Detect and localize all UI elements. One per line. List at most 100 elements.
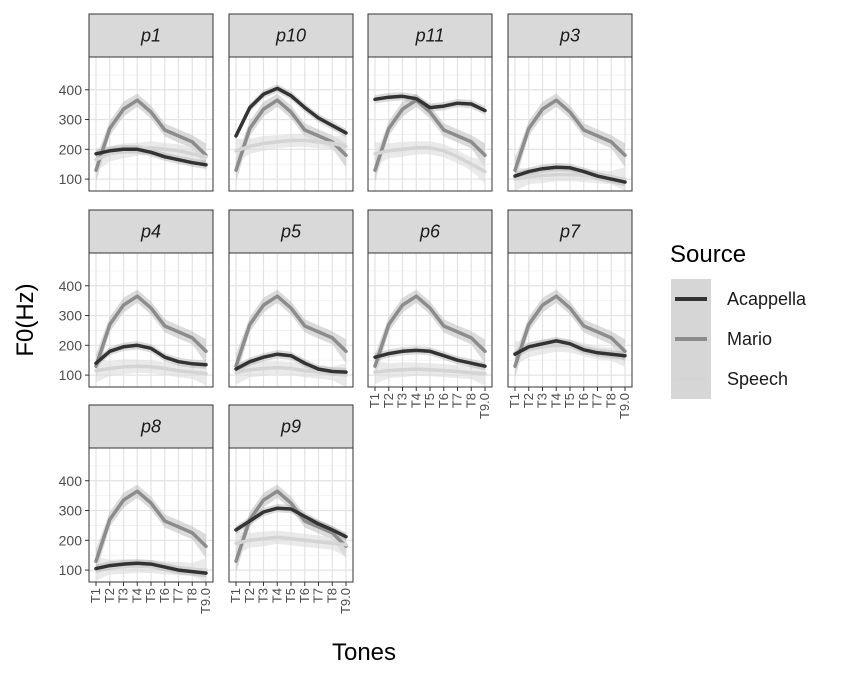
x-tick-label: T2 [521,393,536,408]
y-tick-label: 100 [59,367,83,383]
x-tick-label: T7 [171,588,186,603]
acappella-series-line [373,348,487,368]
acappella-series-line [94,147,208,167]
facet-strip [367,13,493,58]
mario-ribbon [375,289,485,379]
x-tick-label: T2 [102,588,117,603]
panel-p5: p5 [228,209,354,388]
x-tick-label: T6 [157,588,172,603]
y-tick-label: 100 [59,171,83,187]
mario-series-line [234,489,348,563]
y-tick-label: 300 [59,112,83,128]
panel-p11: p11 [367,13,493,192]
gridlines [508,253,632,387]
mario-series-line [234,98,348,172]
speech-series-line [94,146,208,162]
mario-ribbon [96,289,206,379]
speech-ribbon [515,167,625,191]
x-tick-label: T6 [297,588,312,603]
panel-p4: p4 100 200 300 400 [59,209,214,388]
x-tick-label: T3 [535,393,550,408]
acappella-series-line [94,561,208,575]
mario-series-line [94,294,208,368]
mario-ribbon [96,93,206,183]
facet-strip-label: p6 [419,222,441,242]
x-tick-label: T9.0 [617,393,632,419]
gridlines [508,57,632,191]
facet-strip [88,404,214,449]
x-tick-label: T3 [395,393,410,408]
gridlines [89,448,213,582]
facet-strip-label: p8 [140,417,161,437]
facet-strip-label: p1 [140,26,161,46]
facet-strip-label: p7 [559,222,581,242]
facet-strip [88,209,214,254]
panel-p10: p10 [228,13,354,192]
legend-keys: Acappella Mario Speech [671,279,807,399]
acappella-series-line [234,86,348,138]
mario-ribbon [236,484,346,574]
x-tick-label: T2 [242,588,257,603]
facet-strip-label: p10 [275,26,306,46]
x-axis-title: Tones [332,639,396,666]
speech-series-line [373,367,487,376]
speech-ribbon [375,141,485,184]
panel-p9: p9 [228,404,354,583]
panel-border [507,56,633,192]
facet-strip-label: p5 [280,222,302,242]
panel-border [228,56,354,192]
x-tick-label: T7 [590,393,605,408]
y-tick-label: 400 [59,278,83,294]
mario-ribbon [515,289,625,379]
mario-ribbon [236,93,346,183]
x-tick-label: T7 [450,393,465,408]
acappella-series-line [234,506,348,539]
x-tick-label: T3 [116,588,131,603]
x-tick-label: T9.0 [198,588,213,614]
x-tick-label: T9.0 [338,588,353,614]
facet-strip [88,13,214,58]
facet-strip [507,13,633,58]
acappella-series-line [513,339,627,358]
y-axis-title: F0(Hz) [12,283,39,356]
mario-series-line [373,294,487,368]
panel-p8: p8 100 200 300 400 [59,404,214,583]
panel-border [88,252,214,388]
acappella-series-line [94,343,208,367]
acappella-ribbon [236,84,346,141]
facet-strip-label: p9 [280,417,301,437]
x-tick-label: T1 [367,393,382,408]
x-tick-label: T8 [463,393,478,408]
mario-series-line [234,294,348,368]
y-tick-label: 200 [59,337,83,353]
x-tick-label: T1 [507,393,522,408]
panel-border [88,56,214,192]
y-tick-label: 100 [59,562,83,578]
panel-p1: p1 100 200 300 400 [59,13,214,192]
legend-label-speech: Speech [727,369,788,389]
mario-ribbon [515,93,625,183]
facet-strip [228,13,354,58]
mario-series-line [94,489,208,563]
mario-series-line [513,98,627,172]
panel-p6: p6 [367,209,493,388]
y-tick-label: 400 [59,82,83,98]
mario-ribbon [96,484,206,574]
panel-border [228,252,354,388]
x-tick-label: T8 [603,393,618,408]
y-tick-label: 200 [59,532,83,548]
panel-border [367,56,493,192]
speech-series-line [94,364,208,376]
legend: Source Acappella Mario Speech [670,241,807,399]
acappella-series-line [234,352,348,374]
y-tick-label: 300 [59,503,83,519]
legend-title: Source [670,241,746,268]
x-tick-label: T4 [408,393,423,408]
acappella-series-line [373,94,487,113]
speech-series-line [94,564,208,572]
speech-series-line [373,146,487,174]
speech-series-line [234,535,348,547]
x-tick-label: T8 [324,588,339,603]
